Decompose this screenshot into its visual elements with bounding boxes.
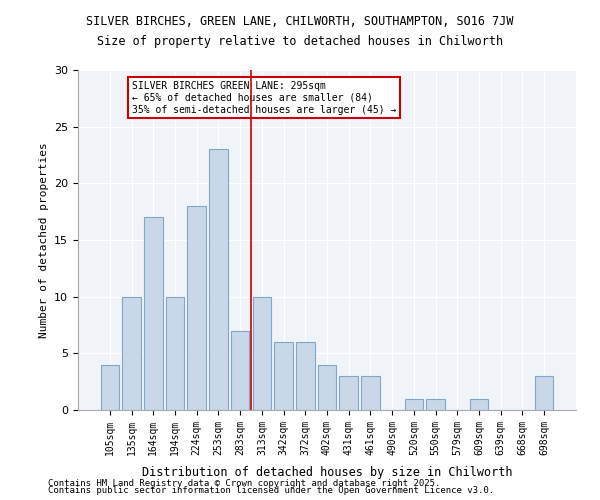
Bar (535, 376, 553, 410)
Text: Contains public sector information licensed under the Open Government Licence v3: Contains public sector information licen… (48, 486, 494, 495)
Text: SILVER BIRCHES, GREEN LANE, CHILWORTH, SOUTHAMPTON, SO16 7JW: SILVER BIRCHES, GREEN LANE, CHILWORTH, S… (86, 15, 514, 28)
Bar (231, 330, 250, 410)
Bar (166, 296, 184, 410)
Bar (340, 376, 358, 410)
Bar (361, 376, 380, 410)
Y-axis label: Number of detached properties: Number of detached properties (38, 142, 49, 338)
Text: Size of property relative to detached houses in Chilworth: Size of property relative to detached ho… (97, 35, 503, 48)
Bar (144, 218, 163, 410)
Bar (296, 342, 314, 410)
Bar (470, 398, 488, 410)
Bar (122, 296, 141, 410)
Text: SILVER BIRCHES GREEN LANE: 295sqm
← 65% of detached houses are smaller (84)
35% : SILVER BIRCHES GREEN LANE: 295sqm ← 65% … (131, 82, 396, 114)
Text: Contains HM Land Registry data © Crown copyright and database right 2025.: Contains HM Land Registry data © Crown c… (48, 478, 440, 488)
Bar (274, 342, 293, 410)
Bar (187, 206, 206, 410)
Bar (318, 364, 336, 410)
Bar (404, 398, 423, 410)
Bar (101, 364, 119, 410)
Bar (253, 296, 271, 410)
Bar (209, 150, 227, 410)
Bar (427, 398, 445, 410)
X-axis label: Distribution of detached houses by size in Chilworth: Distribution of detached houses by size … (142, 466, 512, 479)
